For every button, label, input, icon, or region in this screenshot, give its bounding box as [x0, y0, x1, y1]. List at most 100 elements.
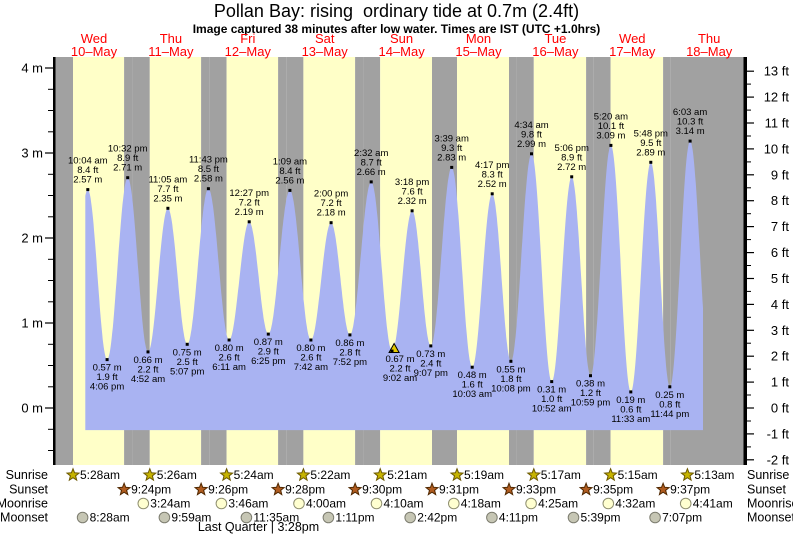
tide-extreme-dot: [390, 349, 394, 353]
day-header-date: 11–May: [148, 44, 194, 59]
right-axis-label: 12 ft: [764, 90, 790, 105]
right-axis-label: 10 ft: [764, 141, 790, 156]
right-axis-line: [743, 57, 747, 465]
tide-extreme-dot: [206, 187, 210, 191]
moonrise-icon: [448, 497, 460, 510]
day-header-date: 15–May: [455, 44, 502, 59]
high-tide-label: 2:00 pm 7.2 ft 2.18 m: [314, 189, 348, 219]
tide-extreme-dot: [247, 220, 251, 224]
moon-phase: Last Quarter | 3:28pm: [198, 520, 319, 534]
day-header-date: 10–May: [71, 44, 118, 59]
astro-time: 9:33pm: [516, 483, 556, 497]
left-axis-label: 0 m: [21, 401, 43, 416]
right-axis-label: 0 ft: [771, 401, 789, 416]
astro-time: 5:22am: [310, 468, 350, 482]
astro-time: 9:35pm: [593, 483, 633, 497]
sunrise-star-icon: [296, 467, 311, 482]
left-axis-minor-tick: [48, 386, 53, 388]
right-axis-label: 9 ft: [771, 167, 789, 182]
astro-time: 9:30pm: [362, 483, 402, 497]
moonrise-icon: [602, 497, 615, 510]
tide-extreme-dot: [309, 338, 313, 342]
astro-time: 4:18am: [461, 497, 501, 511]
tide-extreme-dot: [227, 338, 231, 342]
sunset-star-icon: [501, 481, 517, 496]
astro-time: 5:17am: [541, 468, 581, 482]
left-axis-minor-tick: [48, 365, 53, 366]
tide-extreme-dot: [490, 192, 494, 196]
high-tide-label: 11:43 pm 8.5 ft 2.58 m: [189, 155, 228, 185]
tide-extreme-dot: [166, 206, 170, 210]
moonrise-icon: [370, 497, 383, 510]
tide-water-area: [85, 141, 704, 431]
low-tide-label: 0.80 m 2.6 ft 6:11 am: [212, 343, 246, 373]
tide-extreme-dot: [649, 160, 653, 164]
day-header-name: Thu: [160, 31, 182, 46]
high-tide-label: 4:34 am 9.8 ft 2.99 m: [514, 120, 548, 150]
left-axis-label: 2 m: [21, 231, 43, 246]
astro-time: 3:24am: [150, 497, 190, 511]
right-axis-label: 1 ft: [771, 375, 789, 390]
right-axis-label: 13 ft: [764, 64, 790, 79]
moonset-icon: [486, 511, 498, 524]
astro-row-label-right: Moonrise: [747, 497, 793, 511]
right-axis-tick: [747, 70, 754, 72]
low-tide-label: 0.38 m 1.2 ft 10:59 pm: [571, 379, 611, 409]
sunset-star-icon: [347, 481, 363, 496]
tide-extreme-dot: [429, 344, 433, 348]
high-tide-label: 12:27 pm 7.2 ft 2.19 m: [229, 188, 269, 218]
right-axis-minor-tick: [747, 265, 751, 266]
low-tide-label: 0.73 m 2.4 ft 9:07 pm: [414, 349, 448, 379]
left-axis-tick: [45, 237, 53, 239]
astro-time: 5:24am: [234, 468, 274, 482]
tide-extreme-dot: [530, 152, 533, 156]
astro-time: 5:19am: [464, 468, 504, 482]
night-band: [432, 57, 440, 465]
day-header-date: 16–May: [532, 44, 579, 59]
left-axis-tick: [45, 407, 53, 409]
day-header-name: Tue: [544, 31, 566, 46]
sunrise-star-icon: [142, 467, 158, 482]
day-header-name: Mon: [466, 31, 491, 46]
right-axis-minor-tick: [747, 290, 751, 292]
moonset-icon: [649, 511, 661, 524]
day-header-date: 14–May: [378, 44, 425, 59]
right-axis-tick: [747, 226, 754, 228]
day-header-name: Sun: [390, 31, 413, 46]
high-tide-label: 3:18 pm 7.6 ft 2.32 m: [395, 177, 429, 207]
astro-time: 9:59am: [171, 511, 211, 525]
tide-extreme-dot: [126, 176, 130, 180]
sunset-star-icon: [116, 481, 132, 496]
right-axis-minor-tick: [747, 446, 751, 448]
astro-time: 9:26pm: [208, 483, 248, 497]
right-axis-minor-tick: [747, 342, 751, 344]
astro-time: 11:35am: [253, 511, 299, 525]
moonrise-icon: [293, 497, 305, 510]
astro-row-label-left: Sunset: [9, 483, 48, 497]
night-band: [55, 57, 73, 465]
right-axis-tick: [747, 277, 754, 280]
high-tide-label: 5:06 pm 8.9 ft 2.72 m: [555, 143, 589, 173]
right-axis-label: 8 ft: [771, 193, 789, 208]
moonrise-icon: [679, 497, 692, 510]
sunset-star-icon: [193, 481, 209, 496]
moonset-icon: [322, 511, 335, 524]
left-axis-minor-tick: [48, 216, 53, 218]
high-tide-label: 3:39 am 9.3 ft 2.83 m: [435, 133, 469, 163]
left-axis-minor-tick: [48, 88, 53, 90]
right-axis-minor-tick: [747, 109, 751, 111]
left-axis-minor-tick: [48, 301, 53, 303]
left-axis-minor-tick: [48, 343, 53, 345]
left-axis-minor-tick: [48, 428, 53, 430]
sunset-star-icon: [424, 481, 440, 496]
right-axis-minor-tick: [747, 239, 751, 241]
right-axis-tick: [747, 252, 754, 254]
right-axis-label: -2 ft: [767, 452, 790, 467]
right-axis-minor-tick: [747, 316, 751, 318]
right-axis-label: 2 ft: [771, 349, 789, 364]
left-axis-tick: [45, 152, 53, 154]
right-axis-label: -1 ft: [767, 426, 790, 441]
right-axis-tick: [747, 122, 754, 124]
left-axis-minor-tick: [48, 280, 53, 281]
astro-time: 9:37pm: [670, 483, 710, 497]
